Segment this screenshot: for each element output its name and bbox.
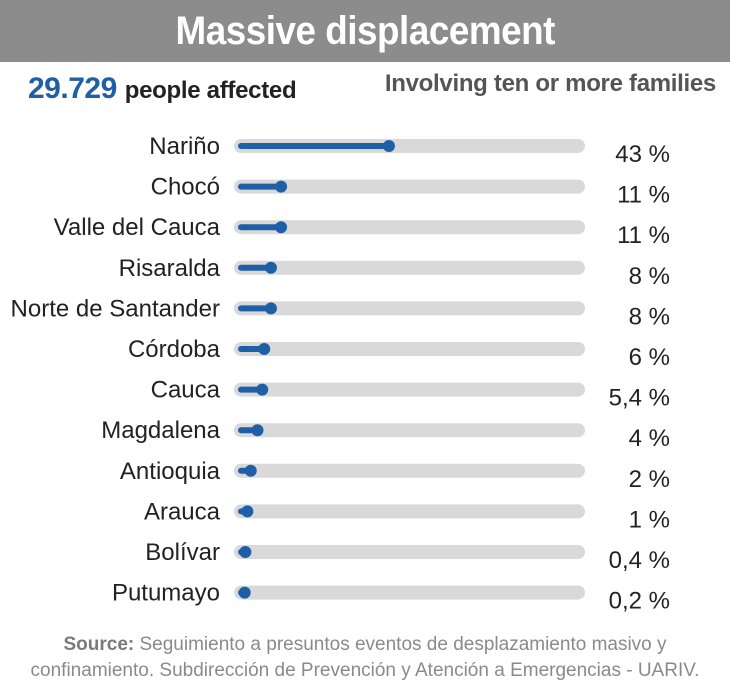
bar-chart: Nariño 43 % Chocó 11 % Valle del Cauca 11 % Ri…	[11, 133, 670, 615]
category-label: Chocó	[151, 174, 220, 201]
category-label: Magdalena	[101, 417, 220, 444]
source-note: Source: Seguimiento a presuntos eventos …	[0, 632, 730, 684]
category-label: Cauca	[151, 377, 221, 404]
value-label: 1 %	[629, 506, 670, 533]
category-label: Risaralda	[119, 255, 221, 282]
summary: 29.729 people affected	[28, 72, 297, 112]
bar-end-dot	[244, 464, 257, 477]
value-label: 0,2 %	[609, 588, 670, 615]
source-label: Source:	[63, 634, 135, 655]
category-label: Bolívar	[145, 539, 220, 566]
chart-subtitle: Involving ten or more families	[384, 70, 716, 97]
source-text: Seguimiento a presuntos eventos de despl…	[30, 634, 700, 681]
category-label: Córdoba	[128, 336, 221, 363]
chart-title: Massive displacement	[175, 8, 555, 53]
value-label: 4 %	[629, 425, 670, 452]
category-label: Nariño	[149, 133, 220, 160]
value-label: 43 %	[615, 141, 670, 168]
value-label: 2 %	[629, 466, 670, 493]
title-bar: Massive displacement	[0, 0, 730, 62]
category-label: Putumayo	[112, 580, 220, 607]
bar-end-dot	[264, 261, 277, 274]
category-label: Valle del Cauca	[54, 214, 221, 241]
category-label: Arauca	[144, 498, 221, 525]
value-label: 8 %	[629, 303, 670, 330]
bar-end-dot	[258, 343, 271, 355]
value-label: 11 %	[617, 222, 670, 249]
value-label: 6 %	[629, 344, 670, 371]
value-label: 0,4 %	[609, 547, 670, 574]
bar-end-dot	[382, 140, 395, 152]
bar-end-dot	[264, 302, 277, 315]
bar-end-dot	[256, 383, 269, 396]
summary-value: 29.729	[28, 72, 117, 105]
category-label: Antioquia	[120, 458, 221, 485]
value-label: 11 %	[617, 182, 670, 209]
summary-text: people affected	[124, 77, 297, 104]
bar-end-dot	[241, 505, 254, 518]
bar-end-dot	[275, 221, 288, 234]
value-label: 8 %	[629, 263, 670, 290]
bar-end-dot	[275, 180, 288, 193]
category-label: Norte de Santander	[11, 295, 220, 322]
value-label: 5,4 %	[609, 385, 670, 412]
bar-end-dot	[238, 586, 251, 599]
bar-end-dot	[251, 424, 264, 437]
bar-end-dot	[239, 546, 252, 558]
